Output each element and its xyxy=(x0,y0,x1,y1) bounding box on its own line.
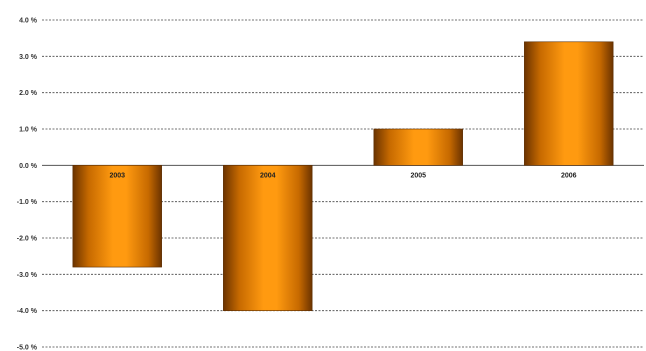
y-tick-label: -5.0 % xyxy=(17,345,38,351)
y-tick-label: 2.0 % xyxy=(19,90,38,97)
y-axis-tick-labels: 4.0 % 3.0 % 2.0 % 1.0 % 0.0 % -1.0 % -2.0 % -3.… xyxy=(17,18,38,351)
bar-2003 xyxy=(72,165,162,268)
y-tick-label: -3.0 % xyxy=(17,272,38,279)
y-tick-label: 3.0 % xyxy=(19,54,38,61)
category-labels: 2003 2004 2005 2006 xyxy=(109,172,576,179)
y-tick-label: -1.0 % xyxy=(17,199,38,206)
category-label: 2004 xyxy=(260,172,276,179)
y-tick-label: -2.0 % xyxy=(17,236,38,243)
y-tick-label: 0.0 % xyxy=(19,163,38,170)
category-label: 2006 xyxy=(561,172,577,179)
y-tick-label: 4.0 % xyxy=(19,18,38,25)
bar-2004 xyxy=(223,165,313,311)
bar-2006 xyxy=(524,41,614,166)
y-tick-label: 1.0 % xyxy=(19,127,38,134)
y-tick-label: -4.0 % xyxy=(17,308,38,315)
bar-2005 xyxy=(373,128,463,166)
category-label: 2005 xyxy=(410,172,426,179)
bars xyxy=(72,41,614,311)
category-label: 2003 xyxy=(109,172,125,179)
